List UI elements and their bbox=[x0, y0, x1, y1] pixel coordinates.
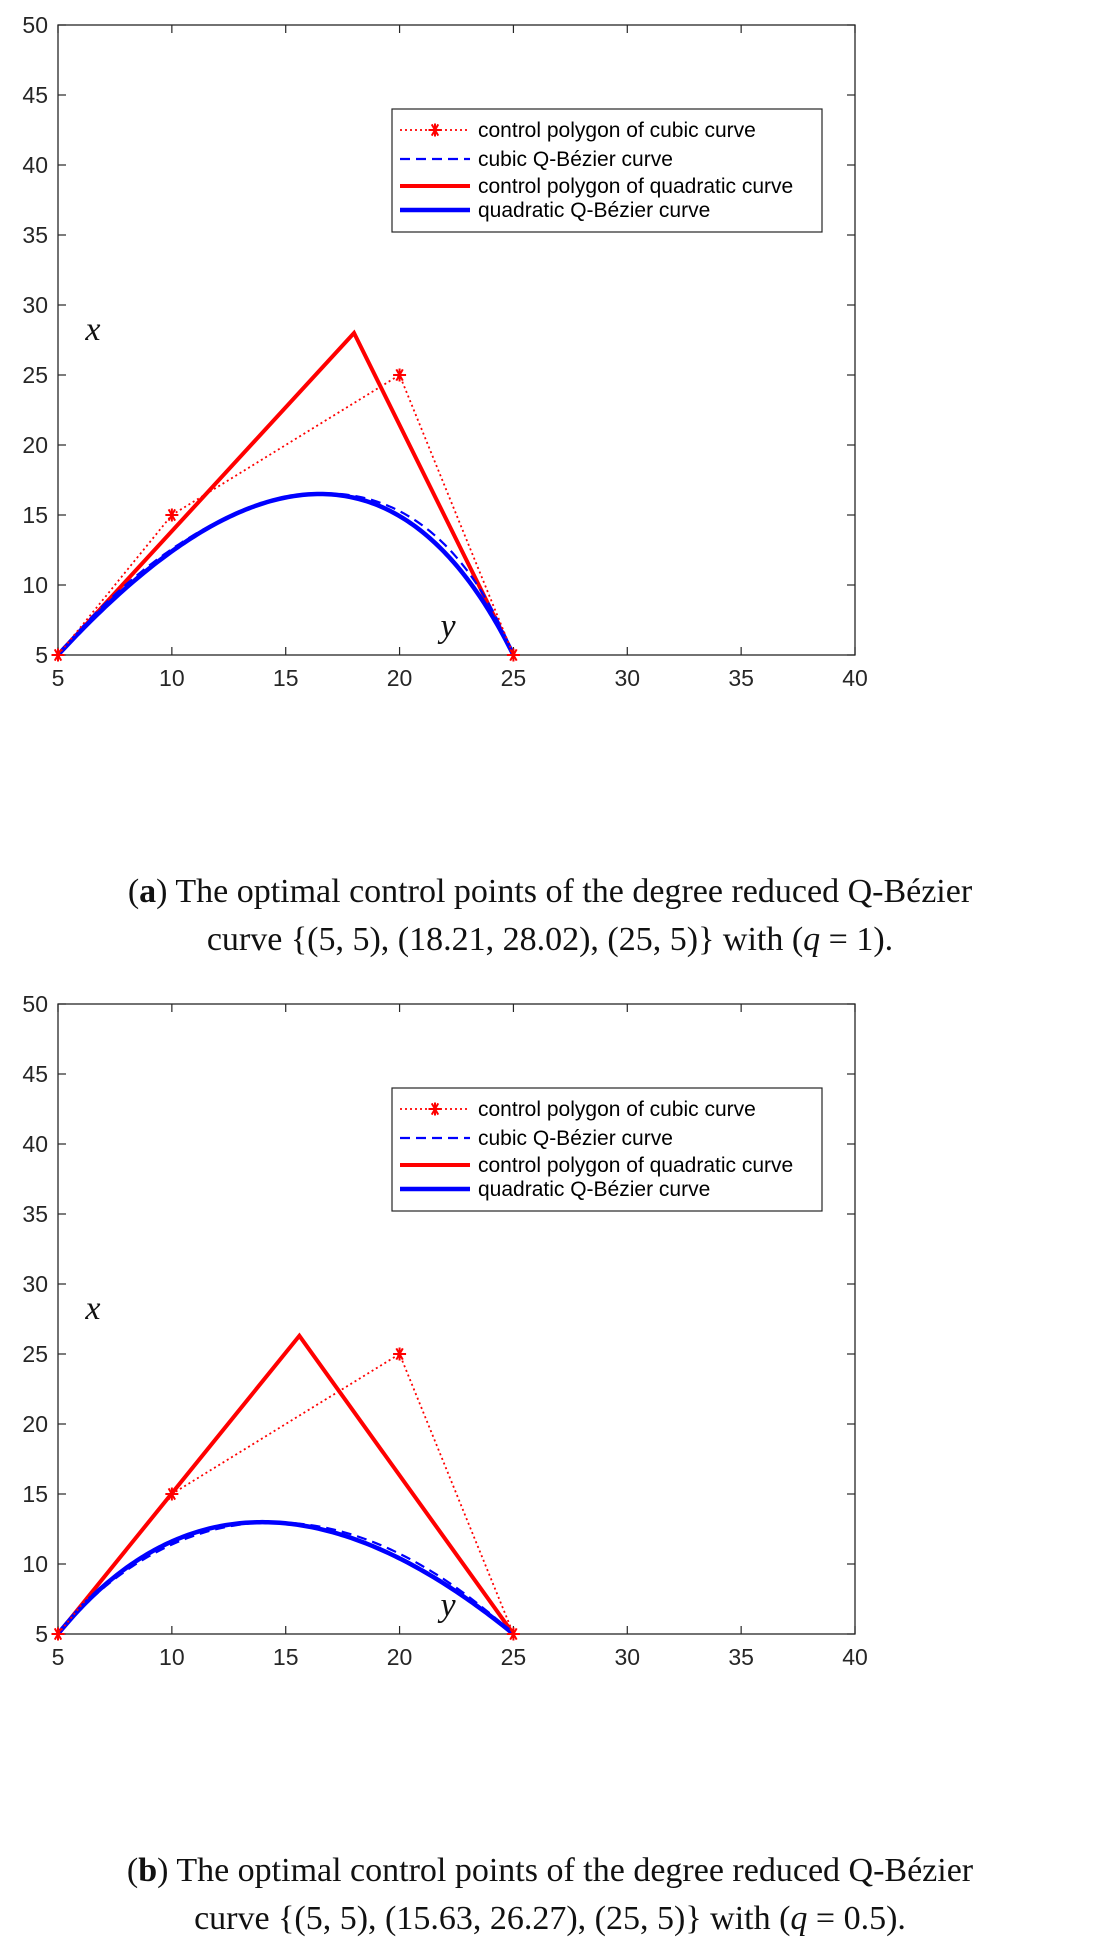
caption-a-line-2: curve {(5, 5), (18.21, 28.02), (25, 5)} … bbox=[0, 916, 1100, 964]
chart0-cubic-control-point bbox=[393, 368, 407, 382]
chart0-quadratic-curve bbox=[56, 491, 516, 657]
chart1-annotation-y: y bbox=[438, 1587, 457, 1624]
chart-b: 5 10 15 20 25 30 35 40 5 10 15 20 25 30 35 40 45 50 x y cont… bbox=[22, 991, 868, 1670]
chart1-y-tick-label: 5 bbox=[35, 1621, 48, 1647]
chart1-x-tick-label: 15 bbox=[273, 1644, 299, 1670]
chart1-cubic-control-point bbox=[165, 1487, 179, 1501]
chart1-legend-label-4: quadratic Q-Bézier curve bbox=[478, 1178, 710, 1201]
chart0-cubic-control-point bbox=[506, 648, 520, 662]
figure-panel-a: 5 10 15 20 25 30 35 40 5 10 15 20 25 30 35 40 45 50 x y cont… bbox=[0, 0, 1100, 979]
chart0-x-tick-label: 30 bbox=[614, 665, 640, 691]
chart1-cubic-control-point bbox=[393, 1347, 407, 1361]
chart1-y-tick-label: 10 bbox=[22, 1551, 48, 1577]
chart1-legend: control polygon of cubic curve cubic Q-Bé… bbox=[391, 1087, 823, 1212]
chart1-x-tick-label: 10 bbox=[159, 1644, 185, 1670]
chart0-y-tick-label: 35 bbox=[22, 222, 48, 248]
chart1-y-tick-label: 20 bbox=[22, 1411, 48, 1437]
chart0-legend-star bbox=[428, 123, 442, 137]
caption-b-line-2: curve {(5, 5), (15.63, 26.27), (25, 5)} … bbox=[0, 1895, 1100, 1943]
chart0-y-tick-label: 15 bbox=[22, 502, 48, 528]
chart0-x-tick-label: 25 bbox=[501, 665, 527, 691]
chart0-x-tick-label: 10 bbox=[159, 665, 185, 691]
chart0-y-tick-label: 25 bbox=[22, 362, 48, 388]
chart1-x-tick-label: 40 bbox=[842, 1644, 868, 1670]
caption-b-line-1: (b) The optimal control points of the de… bbox=[126, 1852, 974, 1889]
chart1-y-tick-label: 35 bbox=[22, 1201, 48, 1227]
chart1-cubic-control-point bbox=[51, 1627, 65, 1641]
chart0-x-tick-label: 40 bbox=[842, 665, 868, 691]
chart0-legend: control polygon of cubic curve cubic Q-Bé… bbox=[391, 108, 823, 233]
caption-b-q: q bbox=[790, 1900, 808, 1937]
chart1-y-tick-label: 40 bbox=[22, 1131, 48, 1157]
chart0-legend-label-4: quadratic Q-Bézier curve bbox=[478, 199, 710, 222]
chart0-legend-label-2: cubic Q-Bézier curve bbox=[478, 148, 673, 171]
chart0-annotation-x: x bbox=[84, 311, 100, 348]
chart1-cubic-control-point bbox=[506, 1627, 520, 1641]
caption-a-q: q bbox=[803, 921, 821, 958]
chart1-y-tick-label: 30 bbox=[22, 1271, 48, 1297]
chart0-cubic-control-point bbox=[51, 648, 65, 662]
chart1-legend-star bbox=[428, 1102, 442, 1116]
chart1-quadratic-control-polygon bbox=[56, 1332, 516, 1636]
chart0-cubic-control-point bbox=[165, 508, 179, 522]
chart0-y-tick-label: 45 bbox=[22, 82, 48, 108]
chart0-y-tick-label: 50 bbox=[22, 12, 48, 38]
chart1-x-tick-label: 30 bbox=[614, 1644, 640, 1670]
chart1-cubic-control-polygon bbox=[57, 1352, 515, 1635]
chart0-x-tick-label: 5 bbox=[52, 665, 65, 691]
caption-a-label: a bbox=[139, 873, 157, 910]
chart-a: 5 10 15 20 25 30 35 40 5 10 15 20 25 30 35 40 45 50 x y cont… bbox=[22, 12, 868, 691]
chart1-cubic-curve bbox=[57, 1521, 515, 1635]
chart0-quadratic-control-polygon bbox=[56, 329, 516, 657]
chart1-legend-label-1: control polygon of cubic curve bbox=[478, 1098, 756, 1121]
chart1-y-tick-label: 45 bbox=[22, 1061, 48, 1087]
caption-a: (a) The optimal control points of the de… bbox=[0, 868, 1100, 964]
caption-a-text-2: curve {(5, 5), (18.21, 28.02), (25, 5)} … bbox=[206, 921, 804, 958]
chart1-x-tick-label: 25 bbox=[501, 1644, 527, 1670]
chart0-x-tick-label: 20 bbox=[387, 665, 413, 691]
caption-b-text-3: = 0.5). bbox=[807, 1900, 906, 1937]
caption-a-line-1: (a) The optimal control points of the de… bbox=[127, 873, 973, 910]
chart1-x-tick-label: 5 bbox=[52, 1644, 65, 1670]
chart0-x-tick-label: 35 bbox=[728, 665, 754, 691]
chart0-legend-label-1: control polygon of cubic curve bbox=[478, 119, 756, 142]
chart1-legend-label-3: control polygon of quadratic curve bbox=[478, 1154, 793, 1177]
chart1-annotation-x: x bbox=[84, 1290, 100, 1327]
chart0-y-tick-label: 10 bbox=[22, 572, 48, 598]
chart0-annotation-y: y bbox=[438, 608, 457, 645]
chart0-legend-label-3: control polygon of quadratic curve bbox=[478, 175, 793, 198]
chart1-legend-label-2: cubic Q-Bézier curve bbox=[478, 1127, 673, 1150]
caption-a-text-3: = 1). bbox=[820, 921, 894, 958]
chart0-cubic-curve bbox=[57, 492, 515, 656]
chart0-y-tick-label: 20 bbox=[22, 432, 48, 458]
caption-a-text-1: ) The optimal control points of the degr… bbox=[156, 873, 973, 910]
chart0-y-tick-label: 40 bbox=[22, 152, 48, 178]
chart0-y-tick-label: 30 bbox=[22, 292, 48, 318]
figure-panel-b: 5 10 15 20 25 30 35 40 5 10 15 20 25 30 35 40 45 50 x y cont… bbox=[0, 979, 1100, 1959]
caption-b: (b) The optimal control points of the de… bbox=[0, 1847, 1100, 1943]
chart1-x-tick-label: 35 bbox=[728, 1644, 754, 1670]
chart1-quadratic-curve bbox=[56, 1519, 515, 1636]
chart0-x-tick-label: 15 bbox=[273, 665, 299, 691]
chart1-y-tick-label: 25 bbox=[22, 1341, 48, 1367]
chart1-y-tick-label: 15 bbox=[22, 1481, 48, 1507]
chart0-cubic-control-polygon bbox=[57, 373, 515, 656]
chart1-y-tick-label: 50 bbox=[22, 991, 48, 1017]
caption-b-text-1: ) The optimal control points of the degr… bbox=[157, 1852, 974, 1889]
caption-b-label: b bbox=[138, 1852, 158, 1889]
chart1-x-tick-label: 20 bbox=[387, 1644, 413, 1670]
chart0-y-tick-label: 5 bbox=[35, 642, 48, 668]
caption-b-text-2: curve {(5, 5), (15.63, 26.27), (25, 5)} … bbox=[194, 1900, 791, 1937]
